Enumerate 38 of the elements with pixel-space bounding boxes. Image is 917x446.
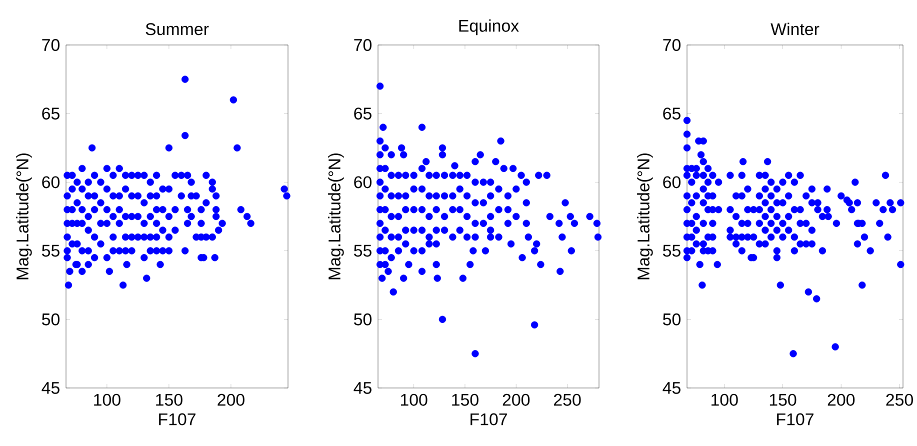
y-tick-label: 55 xyxy=(663,244,680,257)
x-tick-label: 100 xyxy=(400,394,428,406)
y-tick-label: 50 xyxy=(42,313,60,326)
y-tick-label: 70 xyxy=(354,38,372,51)
x-tick-label: 200 xyxy=(828,394,855,406)
chart-title: Equinox xyxy=(459,19,519,36)
x-tick-label: 150 xyxy=(156,394,182,406)
y-tick-label: 45 xyxy=(662,382,680,394)
y-tick-label: 60 xyxy=(354,176,372,188)
y-tick-label: 55 xyxy=(354,244,372,257)
y-tick-label: 60 xyxy=(663,176,681,188)
y-tick-label: 45 xyxy=(42,382,60,394)
x-tick-label: 200 xyxy=(502,394,530,406)
x-tick-label: 250 xyxy=(886,394,913,406)
y-tick-label: 50 xyxy=(354,313,372,326)
y-tick-label: 70 xyxy=(663,38,681,51)
x-axis-title: F107 xyxy=(159,413,196,426)
chart-title: Summer xyxy=(146,23,209,36)
y-axis-title: Mag.Latitude(°N) xyxy=(328,153,344,280)
chart-title: Winter xyxy=(770,22,820,36)
x-tick-label: 100 xyxy=(712,394,738,406)
y-axis-title: Mag.Latitude(°N) xyxy=(16,153,32,280)
x-axis-title: F107 xyxy=(777,413,814,426)
x-axis-title: F107 xyxy=(470,413,507,426)
x-tick-label: 200 xyxy=(218,394,244,406)
x-tick-label: 150 xyxy=(770,394,796,406)
x-tick-label: 150 xyxy=(452,394,478,406)
y-tick-label: 65 xyxy=(663,108,680,120)
y-axis-title: Mag.Latitude(°N) xyxy=(637,153,653,280)
y-tick-label: 70 xyxy=(42,38,60,51)
y-tick-label: 55 xyxy=(42,244,60,257)
y-tick-label: 60 xyxy=(42,176,60,188)
y-tick-label: 65 xyxy=(354,108,372,120)
y-tick-label: 65 xyxy=(42,108,60,120)
y-tick-label: 50 xyxy=(663,313,681,326)
x-tick-label: 100 xyxy=(94,394,120,406)
x-tick-label: 250 xyxy=(554,394,581,406)
y-tick-label: 45 xyxy=(354,382,372,394)
